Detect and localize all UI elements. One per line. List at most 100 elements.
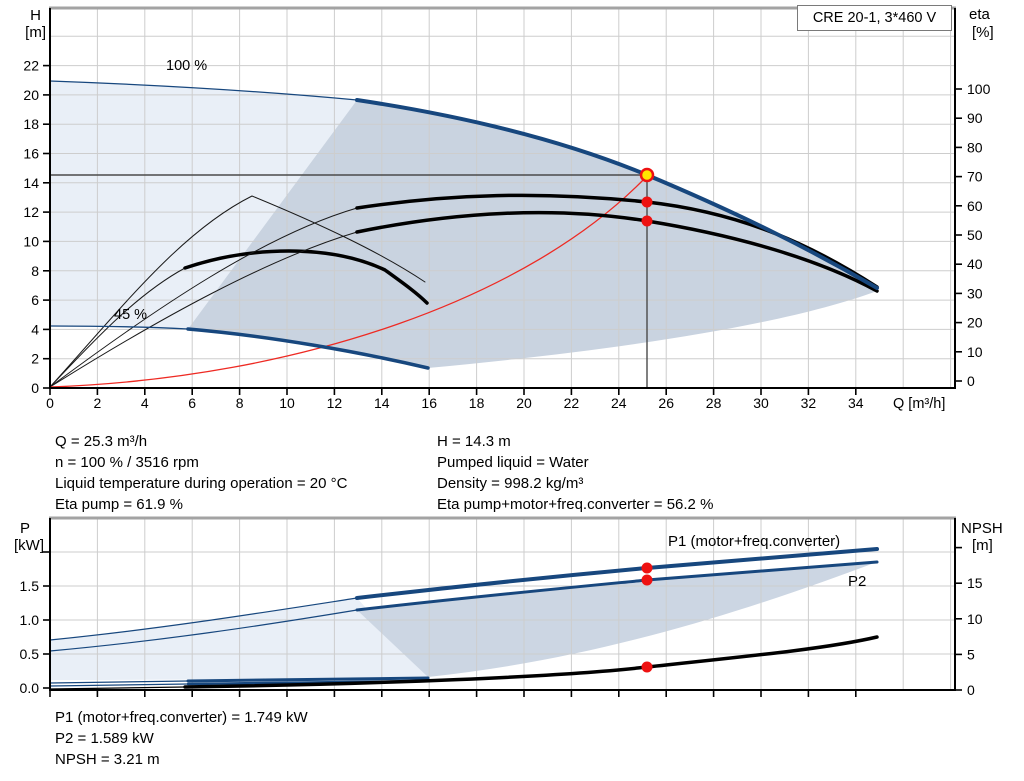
- curve-eta-total-thin: [49, 231, 358, 388]
- power-npsh-chart: 0.0 0.5 1.0 1.5 0 5 10 15 P[kW] NPSH[m] P1 (motor+…: [14, 516, 1003, 698]
- marker-duty-point: [639, 167, 655, 183]
- area-operating-envelope: [188, 100, 877, 368]
- info-line-speed: n = 100 % / 3516 rpm: [55, 454, 199, 471]
- curve-eta-reduced-total-thin: [49, 267, 186, 388]
- tick-label: 18: [469, 395, 485, 411]
- tick-label: 4: [31, 321, 39, 337]
- axis-title-eta-unit: [%]: [972, 24, 994, 41]
- tick-label: 26: [658, 395, 674, 411]
- tick-label: 10: [23, 233, 39, 249]
- tick-label: 20: [967, 315, 983, 331]
- curve-p1-thin: [49, 597, 358, 641]
- curve-eta-reduced-pump-thin: [49, 195, 426, 388]
- pump-model-badge: CRE 20-1, 3*460 V: [797, 5, 952, 31]
- marker-p2: [641, 574, 653, 586]
- marker-p1: [641, 562, 653, 574]
- axis-title-npsh-unit: [m]: [972, 537, 993, 554]
- tick-label: 20: [23, 87, 39, 103]
- tick-label: 10: [967, 611, 983, 627]
- marker-eta-total: [641, 215, 653, 227]
- info-line-eta-total: Eta pump+motor+freq.converter = 56.2 %: [437, 496, 714, 513]
- curve-npsh-thin: [49, 686, 186, 690]
- label-p1-curve: P1 (motor+freq.converter): [668, 533, 840, 550]
- tick-label: 5: [967, 646, 975, 662]
- tick-label: 60: [967, 198, 983, 214]
- tick-label: 24: [611, 395, 627, 411]
- tick-label: 80: [967, 139, 983, 155]
- tick-label: 20: [516, 395, 532, 411]
- tick-label: 8: [31, 263, 39, 279]
- curve-p1-min-bold: [186, 676, 430, 683]
- tick-label: 6: [188, 395, 196, 411]
- marker-npsh: [641, 661, 653, 673]
- axis-title-q: Q [m³/h]: [893, 396, 945, 412]
- tick-label: 16: [421, 395, 437, 411]
- tick-label: 0.0: [20, 680, 40, 696]
- tick-label: 14: [23, 175, 39, 191]
- curve-system: [49, 175, 648, 388]
- tick-label: 2: [31, 351, 39, 367]
- tick-label: 10: [967, 344, 983, 360]
- curve-p1-min-thin: [49, 680, 189, 684]
- tick-label: 0: [46, 395, 54, 411]
- info-line-liquid: Pumped liquid = Water: [437, 454, 589, 471]
- tick-label: 12: [23, 204, 39, 220]
- tick-label: 0.5: [20, 646, 40, 662]
- info-line-head: H = 14.3 m: [437, 433, 511, 450]
- axis-title-p-unit: [kW]: [14, 537, 44, 554]
- tick-label: 12: [327, 395, 343, 411]
- info-line-p1: P1 (motor+freq.converter) = 1.749 kW: [55, 709, 308, 726]
- marker-eta-pump: [641, 196, 653, 208]
- tick-label: 22: [564, 395, 580, 411]
- curve-qh-45-thin: [49, 325, 189, 330]
- curve-eta-reduced-total-bold: [183, 249, 429, 305]
- tick-label: 28: [706, 395, 722, 411]
- power-info: P1 (motor+freq.converter) = 1.749 kW P2 …: [55, 707, 308, 770]
- tick-label: 70: [967, 169, 983, 185]
- tick-label: 8: [236, 395, 244, 411]
- tick-label: 1.5: [20, 578, 40, 594]
- tick-label: 30: [753, 395, 769, 411]
- info-line-q: Q = 25.3 m³/h: [55, 433, 148, 450]
- info-line-npsh: NPSH = 3.21 m: [55, 751, 160, 768]
- tick-label: 34: [848, 395, 864, 411]
- tick-label: 0: [31, 380, 39, 396]
- tick-label: 1.0: [20, 612, 40, 628]
- qh-eta-chart: 0246810121416182022010203040506070809010…: [23, 6, 993, 412]
- curve-p2-thin: [49, 609, 358, 652]
- label-p2-curve: P2: [848, 573, 866, 590]
- tick-label: 22: [23, 58, 39, 74]
- tick-label: 4: [141, 395, 149, 411]
- label-speed-45: 45 %: [114, 307, 147, 323]
- tick-label: 100: [967, 81, 991, 97]
- tick-label: 30: [967, 285, 983, 301]
- tick-label: 15: [967, 575, 983, 591]
- area-full-speed-range: [50, 81, 357, 329]
- tick-label: 50: [967, 227, 983, 243]
- info-line-p2: P2 = 1.589 kW: [55, 730, 154, 747]
- axis-title-p: P: [20, 520, 30, 537]
- duty-info-right: H = 14.3 m Pumped liquid = Water Density…: [437, 431, 713, 515]
- axis-title-eta: eta: [969, 6, 991, 23]
- tick-label: 32: [801, 395, 817, 411]
- tick-label: 18: [23, 116, 39, 132]
- curve-qh-100-thin: [49, 80, 358, 101]
- tick-label: 16: [23, 146, 39, 162]
- tick-label: 10: [279, 395, 295, 411]
- curve-qh-45-bold: [186, 327, 430, 370]
- curve-npsh-bold: [183, 635, 879, 689]
- tick-label: 0: [967, 682, 975, 698]
- axis-title-npsh: NPSH: [961, 520, 1003, 537]
- tick-label: 14: [374, 395, 390, 411]
- axis-title-h-unit: [m]: [25, 24, 46, 41]
- info-line-density: Density = 998.2 kg/m³: [437, 475, 584, 492]
- tick-label: 40: [967, 256, 983, 272]
- tick-label: 90: [967, 110, 983, 126]
- tick-label: 6: [31, 292, 39, 308]
- curve-eta-pump-thin: [49, 207, 358, 388]
- axis-title-h: H: [30, 7, 41, 24]
- info-line-eta-pump: Eta pump = 61.9 %: [55, 496, 183, 513]
- info-line-temperature: Liquid temperature during operation = 20…: [55, 475, 348, 492]
